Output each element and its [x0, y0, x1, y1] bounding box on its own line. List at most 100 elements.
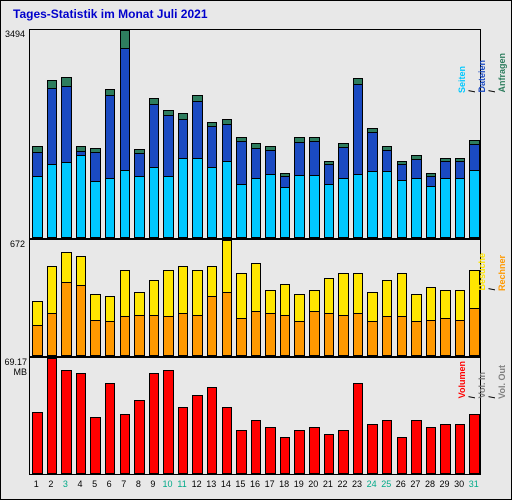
bar: [76, 285, 86, 356]
x-tick: 19: [294, 479, 304, 489]
bar: [251, 178, 261, 238]
x-tick: 17: [265, 479, 275, 489]
bar: [353, 383, 363, 474]
bar: [324, 184, 334, 238]
bar: [61, 370, 71, 474]
legend-sep: /: [487, 396, 497, 399]
bar: [32, 176, 42, 239]
bar: [192, 395, 202, 474]
x-tick: 8: [136, 479, 141, 489]
bar: [163, 316, 173, 356]
bar: [207, 167, 217, 238]
chart-title: Tages-Statistik im Monat Juli 2021: [13, 7, 208, 21]
bar: [426, 320, 436, 356]
bar: [207, 296, 217, 356]
right-labels-panel2: Besuche / Rechner: [477, 253, 507, 293]
bar: [338, 178, 348, 238]
bar: [426, 186, 436, 238]
bar: [469, 414, 479, 474]
legend-label: Anfragen: [497, 53, 507, 93]
x-tick: 7: [121, 479, 126, 489]
panel-top: [29, 29, 481, 239]
x-tick: 28: [425, 479, 435, 489]
right-labels-panel1: Seiten / Dateien / Anfragen: [457, 53, 507, 95]
bar: [178, 158, 188, 238]
bar: [397, 437, 407, 474]
bar: [251, 420, 261, 474]
bar: [353, 313, 363, 356]
legend-sep: /: [467, 90, 477, 93]
bar: [353, 174, 363, 238]
x-tick: 16: [250, 479, 260, 489]
x-tick: 26: [396, 479, 406, 489]
bar: [163, 176, 173, 239]
bar: [294, 175, 304, 238]
ylabel-bottom: 69.17 MB: [1, 357, 27, 377]
bar: [440, 424, 450, 474]
bar: [265, 427, 275, 474]
bar: [382, 171, 392, 238]
legend-label: Besuche: [477, 253, 487, 291]
x-tick: 30: [454, 479, 464, 489]
x-tick: 4: [78, 479, 83, 489]
bar: [382, 316, 392, 356]
bar: [367, 171, 377, 238]
bar: [294, 321, 304, 356]
bar: [440, 318, 450, 356]
bar: [149, 315, 159, 356]
x-tick: 2: [48, 479, 53, 489]
panel-middle: [29, 239, 481, 357]
x-tick: 13: [206, 479, 216, 489]
bar: [411, 178, 421, 238]
bar: [236, 430, 246, 474]
x-tick: 18: [279, 479, 289, 489]
x-tick: 3: [63, 479, 68, 489]
legend-sep: /: [487, 288, 497, 291]
bar: [455, 424, 465, 474]
bar: [397, 316, 407, 356]
x-tick: 10: [163, 479, 173, 489]
bar: [120, 414, 130, 474]
bar: [134, 315, 144, 356]
bar: [309, 311, 319, 356]
legend-sep: /: [467, 396, 477, 399]
bar: [236, 318, 246, 356]
x-tick: 12: [192, 479, 202, 489]
bar: [426, 427, 436, 474]
bar: [455, 320, 465, 356]
bar: [149, 373, 159, 474]
bar: [90, 417, 100, 474]
x-tick: 20: [308, 479, 318, 489]
bar: [222, 407, 232, 474]
bar: [192, 158, 202, 238]
x-tick: 5: [92, 479, 97, 489]
bar: [32, 412, 42, 474]
x-tick: 31: [469, 479, 479, 489]
bar: [120, 170, 130, 238]
bar: [397, 180, 407, 238]
bar: [32, 325, 42, 356]
bar: [47, 358, 57, 474]
x-tick: 22: [337, 479, 347, 489]
x-tick: 23: [352, 479, 362, 489]
bar: [294, 430, 304, 474]
bar: [382, 420, 392, 474]
bar: [76, 373, 86, 474]
x-tick: 29: [440, 479, 450, 489]
x-tick: 14: [221, 479, 231, 489]
ylabel-top: 3494: [1, 29, 25, 39]
x-tick: 25: [381, 479, 391, 489]
legend-label: Vol. Out: [497, 365, 507, 399]
bar: [61, 282, 71, 356]
bar: [309, 427, 319, 474]
bar: [338, 430, 348, 474]
bar: [440, 178, 450, 238]
legend-label: Dateien: [477, 60, 487, 93]
bar: [280, 437, 290, 474]
bar: [455, 178, 465, 238]
x-tick: 27: [410, 479, 420, 489]
bar: [280, 187, 290, 238]
legend-sep: /: [487, 90, 497, 93]
legend-label: Vol. In: [477, 372, 487, 398]
bar: [134, 176, 144, 239]
